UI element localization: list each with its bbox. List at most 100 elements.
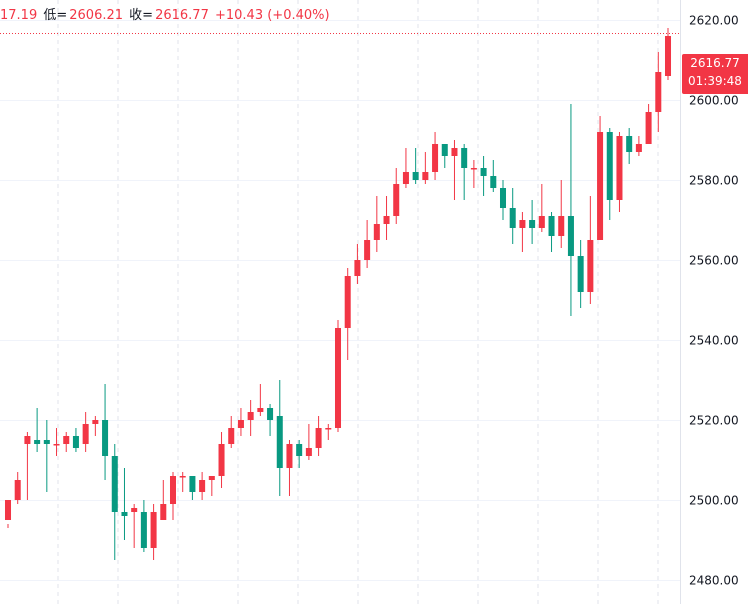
candle-48 (470, 160, 477, 188)
candle-body (43, 440, 50, 444)
candle-68 (664, 28, 672, 80)
candle-46 (451, 140, 458, 200)
candle-15 (150, 504, 157, 560)
candle-body (655, 72, 662, 112)
candle-body (558, 216, 565, 236)
candle-body (626, 136, 633, 152)
candle-59 (577, 240, 584, 308)
candle-body (92, 420, 99, 424)
candle-30 (296, 440, 303, 468)
candle-12 (121, 468, 128, 540)
candle-body (664, 36, 672, 76)
candle-body (4, 500, 12, 520)
last-price-value: 2616.77 (690, 56, 740, 70)
candle-0 (4, 500, 12, 528)
candle-body (82, 424, 89, 444)
candle-45 (441, 144, 448, 168)
candle-body (34, 440, 41, 444)
low-label: 低= (43, 8, 68, 23)
y-tick-label: 2540.00 (689, 334, 739, 348)
candle-body (305, 448, 312, 456)
candle-63 (616, 132, 623, 212)
candle-body (208, 476, 215, 480)
close-value: 2616.77 (155, 8, 209, 23)
candle-49 (480, 156, 487, 196)
candle-22 (218, 432, 225, 488)
candle-body (499, 188, 507, 208)
candle-9 (92, 416, 99, 436)
candle-56 (548, 212, 555, 252)
low-value: 2606.21 (69, 8, 124, 23)
candle-13 (131, 504, 138, 548)
bar-countdown: 01:39:48 (688, 74, 742, 88)
candle-body (14, 480, 21, 500)
candle-31 (305, 424, 312, 460)
candle-body (616, 136, 623, 200)
candle-body (267, 408, 274, 420)
candle-body (354, 260, 361, 276)
candle-body (509, 208, 516, 228)
candle-body (325, 428, 332, 430)
y-tick-label: 2560.00 (689, 254, 739, 268)
candle-body (286, 444, 293, 468)
price-axis[interactable]: 2480.00 2500.00 2520.00 2540.00 2560.00 2580.… (689, 14, 739, 588)
candle-body (228, 428, 235, 444)
candle-body (577, 256, 584, 292)
candle-7 (72, 428, 79, 452)
candle-body (276, 416, 283, 468)
candle-body (587, 240, 594, 292)
candle-64 (626, 128, 633, 164)
candle-16 (160, 480, 167, 520)
y-tick-label: 2520.00 (689, 414, 739, 428)
candle-body (538, 216, 545, 228)
candle-41 (402, 148, 409, 188)
candle-8 (82, 412, 89, 452)
candle-67 (655, 52, 662, 132)
candle-19 (189, 476, 196, 500)
last-price-badge: 2616.77 01:39:48 (682, 54, 748, 94)
candle-body (199, 480, 206, 492)
candle-10 (102, 384, 109, 480)
candle-body (402, 172, 409, 184)
candle-50 (490, 160, 497, 192)
candle-body (334, 328, 342, 428)
candle-body (597, 132, 604, 240)
candle-38 (373, 196, 380, 252)
candle-3 (34, 408, 41, 452)
candle-60 (587, 196, 594, 304)
close-label: 收= (129, 8, 154, 23)
candle-body (645, 112, 652, 144)
candle-body (296, 444, 303, 456)
candle-body (131, 508, 138, 512)
candle-body (121, 512, 128, 516)
candle-body (140, 512, 147, 548)
candle-23 (228, 416, 235, 448)
candle-body (548, 216, 555, 236)
candle-body (315, 428, 322, 448)
candle-21 (208, 476, 215, 496)
candle-body (412, 172, 419, 180)
candle-body (432, 144, 439, 172)
candle-body (247, 412, 254, 420)
candle-27 (267, 404, 274, 436)
candle-32 (315, 416, 322, 456)
candle-33 (325, 424, 332, 440)
candle-2 (24, 432, 31, 500)
candle-body (344, 276, 351, 328)
candle-58 (567, 104, 574, 316)
y-tick-label: 2620.00 (689, 14, 739, 28)
candle-51 (499, 180, 507, 220)
candle-66 (645, 104, 652, 144)
candle-body (470, 168, 477, 170)
candle-42 (412, 148, 419, 184)
candle-body (150, 512, 157, 548)
y-tick-label: 2600.00 (689, 94, 739, 108)
candle-1 (14, 472, 21, 504)
candle-36 (354, 244, 361, 284)
candle-body (111, 456, 118, 512)
candle-35 (344, 268, 351, 360)
candle-54 (529, 200, 536, 244)
candle-62 (606, 128, 613, 220)
candle-5 (53, 428, 60, 456)
